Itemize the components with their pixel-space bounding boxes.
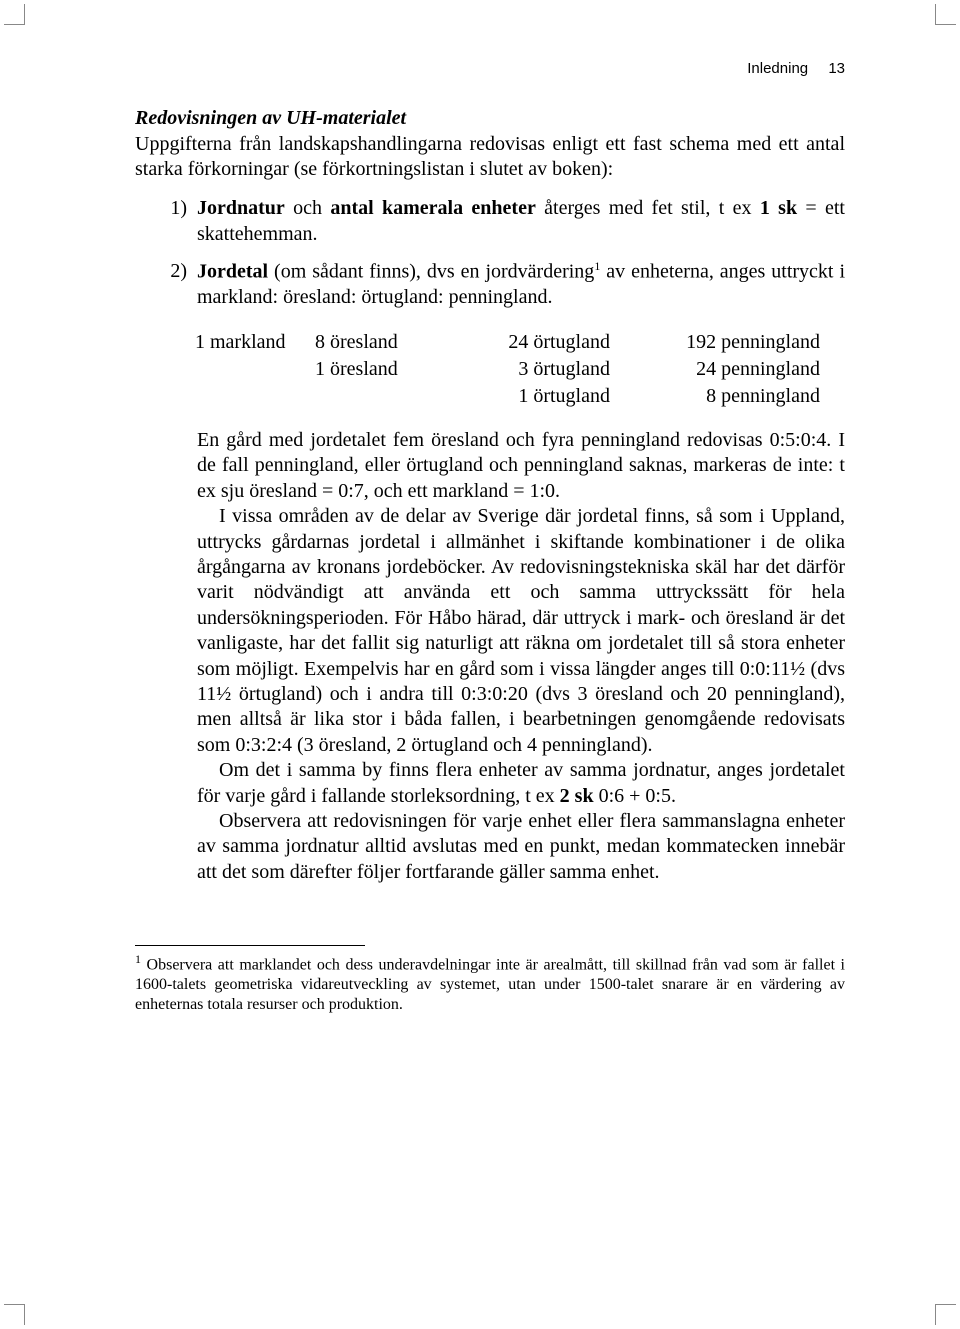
text: återges med fet stil, t ex [536, 197, 760, 219]
page: Inledning 13 Redovisningen av UH-materia… [0, 0, 960, 1329]
crop-mark [935, 4, 956, 25]
cell: 3 örtugland [435, 356, 630, 383]
body-text: En gård med jordetalet fem öresland och … [135, 428, 845, 885]
text: (om sådant finns), dvs en jordvärdering [268, 261, 594, 283]
section-title: Redovisningen av UH-materialet [135, 107, 845, 130]
cell [195, 356, 315, 383]
crop-mark [4, 4, 25, 25]
paragraph: Observera att redovisningen för varje en… [197, 809, 845, 885]
list-item-1: 1) Jordnatur och antal kamerala enheter … [165, 196, 845, 247]
list-number: 1) [165, 196, 187, 247]
bold-term: antal kamerala enheter [330, 197, 536, 219]
table-row: 1 markland 8 öresland 24 örtugland 192 p… [195, 329, 845, 356]
paragraph: Om det i samma by finns flera enheter av… [197, 758, 845, 809]
list-body: Jordnatur och antal kamerala enheter åte… [197, 196, 845, 247]
footnote: 1 Observera att marklandet och dess unde… [135, 952, 845, 1015]
header-label: Inledning [747, 60, 808, 77]
text: Om det i samma by finns flera enheter av… [197, 759, 845, 806]
crop-mark [935, 1304, 956, 1325]
paragraph: I vissa områden av de delar av Sverige d… [197, 504, 845, 758]
bold-term: Jordetal [197, 261, 268, 283]
text: och [285, 197, 331, 219]
table-row: 1 öresland 3 örtugland 24 penningland [195, 356, 845, 383]
cell [315, 383, 435, 410]
page-number: 13 [828, 60, 845, 77]
intro-paragraph: Uppgifterna från landskapshandlingarna r… [135, 132, 845, 182]
bold-term: Jordnatur [197, 197, 285, 219]
footnote-text: Observera att marklandet och dess undera… [135, 956, 845, 1013]
cell: 8 öresland [315, 329, 435, 356]
footnote-rule [135, 945, 365, 946]
cell: 1 öresland [315, 356, 435, 383]
numbered-list: 1) Jordnatur och antal kamerala enheter … [135, 196, 845, 311]
cell: 24 örtugland [435, 329, 630, 356]
table-row: 1 örtugland 8 penningland [195, 383, 845, 410]
cell: 192 penningland [630, 329, 820, 356]
cell [195, 383, 315, 410]
cell: 1 markland [195, 329, 315, 356]
crop-mark [4, 1304, 25, 1325]
list-body: Jordetal (om sådant finns), dvs en jordv… [197, 259, 845, 311]
text: 0:6 + 0:5. [594, 785, 676, 807]
bold-example: 2 sk [560, 785, 594, 807]
paragraph: En gård med jordetalet fem öresland och … [197, 428, 845, 504]
conversion-table: 1 markland 8 öresland 24 örtugland 192 p… [195, 329, 845, 410]
running-header: Inledning 13 [135, 60, 845, 77]
list-number: 2) [165, 259, 187, 311]
bold-example: 1 sk [760, 197, 797, 219]
cell: 24 penningland [630, 356, 820, 383]
list-item-2: 2) Jordetal (om sådant finns), dvs en jo… [165, 259, 845, 311]
cell: 8 penningland [630, 383, 820, 410]
cell: 1 örtugland [435, 383, 630, 410]
